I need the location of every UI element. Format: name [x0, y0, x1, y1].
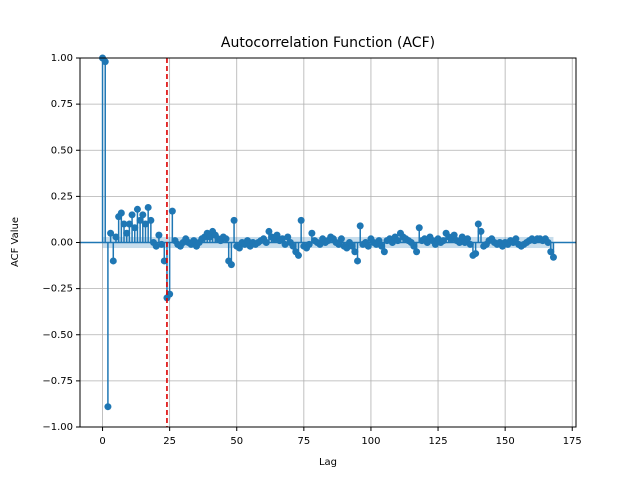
marker [123, 229, 131, 237]
y-tick-label: 0.25 [51, 191, 73, 202]
marker [549, 253, 557, 261]
marker [125, 220, 133, 228]
marker [431, 240, 439, 248]
marker [308, 229, 316, 237]
marker [450, 231, 458, 239]
marker [104, 403, 112, 411]
x-tick-label: 75 [297, 436, 310, 447]
y-tick-label: 1.00 [51, 53, 73, 64]
marker [222, 235, 230, 243]
marker [378, 242, 386, 250]
marker [297, 216, 305, 224]
marker [394, 237, 402, 245]
x-tick-label: 50 [230, 436, 243, 447]
marker [131, 224, 139, 232]
marker [474, 220, 482, 228]
marker [107, 229, 115, 237]
marker [147, 216, 155, 224]
marker [243, 237, 251, 245]
y-axis-label: ACF Value [10, 217, 21, 267]
marker [464, 235, 472, 243]
marker [144, 203, 152, 211]
marker [206, 233, 214, 241]
marker [415, 224, 423, 232]
marker [456, 239, 464, 246]
marker [120, 220, 128, 228]
marker [112, 233, 120, 241]
marker [117, 209, 125, 217]
marker [160, 257, 168, 265]
marker [133, 205, 141, 213]
marker [348, 242, 356, 250]
marker [190, 237, 198, 245]
marker [289, 242, 297, 250]
x-tick-label: 125 [428, 436, 447, 447]
marker [230, 216, 238, 224]
marker [458, 233, 466, 241]
x-tick-label: 175 [563, 436, 582, 447]
y-tick-label: 0.75 [51, 99, 73, 110]
marker [375, 237, 383, 245]
marker [168, 207, 176, 215]
marker [265, 227, 273, 235]
marker [294, 251, 302, 259]
marker [152, 242, 160, 250]
marker [547, 248, 555, 256]
marker [262, 239, 270, 246]
marker [472, 250, 480, 258]
marker [343, 244, 351, 252]
marker [136, 216, 144, 224]
marker [155, 231, 163, 239]
marker [337, 235, 345, 243]
marker [410, 242, 418, 250]
marker [278, 235, 286, 243]
marker [356, 222, 364, 230]
y-tick-label: −0.25 [42, 284, 73, 295]
marker [364, 242, 372, 250]
y-tick-label: −0.75 [42, 376, 73, 387]
plot-frame [79, 57, 577, 428]
chart-title: Autocorrelation Function (ACF) [221, 35, 435, 51]
x-tick-label: 25 [163, 436, 176, 447]
marker [351, 248, 359, 256]
marker [354, 257, 362, 265]
marker [101, 58, 109, 66]
marker [109, 257, 117, 265]
marker [235, 244, 243, 252]
marker [466, 240, 474, 248]
marker [139, 211, 147, 219]
y-tick-label: −0.50 [42, 330, 73, 341]
marker [141, 220, 149, 228]
y-tick-label: 0.50 [51, 145, 73, 156]
y-tick-label: 0.00 [51, 238, 73, 249]
x-tick-label: 150 [496, 436, 515, 447]
marker [388, 239, 396, 246]
marker [544, 239, 552, 246]
x-tick-label: 0 [99, 436, 105, 447]
marker [273, 231, 281, 239]
marker [380, 248, 388, 256]
marker [128, 211, 136, 219]
marker [166, 290, 174, 298]
marker [512, 235, 520, 243]
marker [305, 240, 313, 248]
marker [413, 248, 421, 256]
x-tick-label: 100 [361, 436, 380, 447]
x-axis-label: Lag [319, 457, 337, 468]
marker [335, 240, 343, 248]
marker [158, 240, 166, 248]
marker [439, 237, 447, 245]
marker [477, 227, 485, 235]
marker [316, 240, 324, 248]
y-tick-label: −1.00 [42, 422, 73, 433]
marker [281, 240, 289, 248]
marker [423, 239, 431, 246]
marker [227, 261, 235, 269]
marker [284, 233, 292, 241]
